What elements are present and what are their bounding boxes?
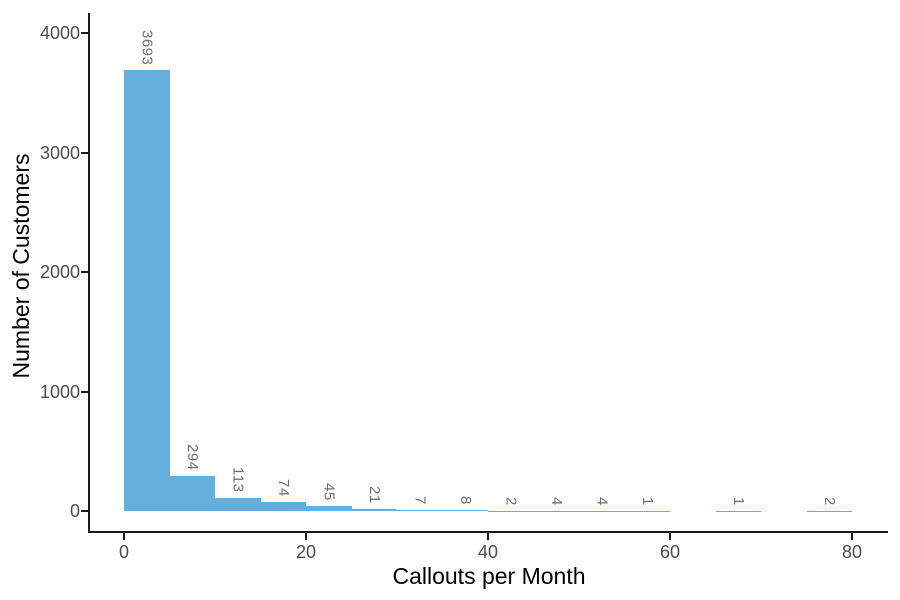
- histogram-bar: [169, 475, 215, 511]
- bar-value-label: 7: [411, 496, 429, 506]
- histogram-bar: [351, 508, 397, 511]
- x-tick-label: 0: [118, 542, 130, 562]
- x-tick-mark: [305, 531, 307, 540]
- x-tick-mark: [123, 531, 125, 540]
- x-tick-mark: [851, 531, 853, 540]
- bar-value-label: 4: [593, 496, 611, 506]
- bar-value-label: 2: [502, 496, 520, 506]
- x-tick-mark: [487, 531, 489, 540]
- y-tick-label: 1000: [39, 381, 80, 402]
- x-tick-label: 60: [659, 542, 681, 562]
- histogram-bar: [442, 510, 488, 511]
- histogram-bar: [124, 70, 170, 511]
- y-tick-mark: [81, 271, 90, 274]
- x-tick-label: 40: [477, 542, 499, 562]
- bar-value-label: 74: [274, 479, 292, 498]
- bar-value-label: 113: [229, 467, 247, 493]
- y-tick-mark: [81, 510, 90, 512]
- y-tick-label: 3000: [39, 142, 80, 163]
- bar-value-label: 2: [820, 496, 838, 506]
- histogram-bar: [306, 505, 352, 511]
- x-tick-mark: [669, 531, 671, 540]
- x-tick-label: 80: [841, 542, 863, 562]
- x-tick-label: 20: [295, 542, 317, 562]
- histogram-bar: [397, 510, 443, 511]
- y-tick-label: 2000: [39, 262, 80, 283]
- bar-value-label: 294: [183, 444, 201, 471]
- y-tick-label: 0: [69, 501, 80, 521]
- y-tick-label: 4000: [39, 23, 80, 44]
- bar-value-label: 45: [320, 482, 338, 501]
- histogram-bar: [215, 497, 261, 511]
- bar-value-label: 1: [638, 497, 656, 506]
- histogram-bar: [260, 502, 306, 511]
- plot-panel: [81, 13, 888, 540]
- bar-value-label: 8: [456, 496, 474, 506]
- y-tick-mark: [81, 32, 90, 35]
- x-axis-title: Callouts per Month: [392, 563, 586, 589]
- bar-value-label: 3693: [138, 29, 156, 66]
- bar-value-label: 4: [547, 496, 565, 506]
- y-tick-mark: [81, 151, 90, 154]
- bar-value-label: 1: [729, 497, 747, 506]
- y-axis-title: Number of Customers: [8, 153, 34, 379]
- bar-value-label: 21: [365, 485, 383, 504]
- y-tick-mark: [81, 390, 90, 393]
